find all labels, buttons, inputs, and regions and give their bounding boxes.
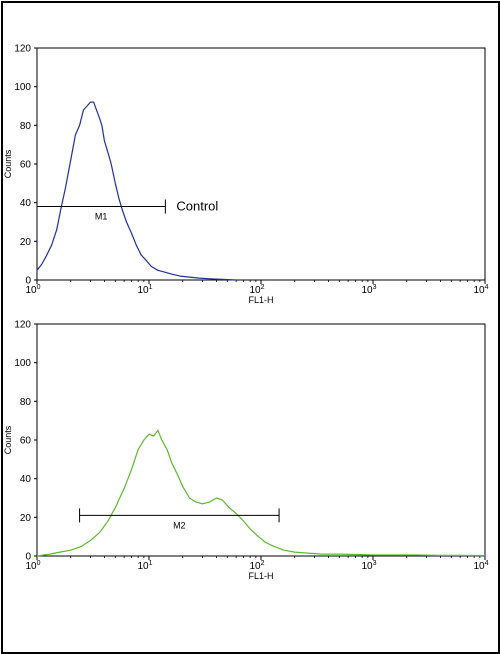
x-tick-label: 100: [25, 560, 40, 572]
x-tick-label: 102: [249, 284, 264, 296]
y-tick-label: 40: [20, 474, 32, 485]
control-annotation: Control: [176, 199, 218, 214]
histogram-panel-2: 0 20 40 60 80 100 120 Counts 100 101 102 103 104 FL1-…: [3, 320, 489, 582]
y-tick-label: 100: [14, 358, 31, 369]
histogram-panel-1: 0 20 40 60 80 100 120 Counts 100 101 102 103 104 FL1-…: [3, 44, 489, 306]
y-tick-label: 100: [14, 82, 31, 93]
y-tick-label: 80: [20, 397, 32, 408]
x-tick-label: 104: [473, 284, 488, 296]
y-tick-label: 20: [20, 237, 32, 248]
y-axis-label: Counts: [3, 149, 13, 178]
x-tick-label: 101: [137, 560, 152, 572]
y-tick-label: 120: [14, 320, 31, 331]
x-tick-label: 100: [25, 284, 40, 296]
y-tick-label: 80: [20, 121, 32, 132]
y-tick-label: 0: [25, 552, 31, 563]
y-tick-label: 60: [20, 436, 32, 447]
x-tick-label: 101: [137, 284, 152, 296]
x-tick-label: 104: [473, 560, 488, 572]
y-tick-label: 20: [20, 513, 32, 524]
x-tick-label: 102: [249, 560, 264, 572]
y-tick-label: 0: [25, 276, 31, 287]
y-axis-label: Counts: [3, 425, 13, 454]
y-tick-label: 60: [20, 160, 32, 171]
histogram-line: [36, 429, 486, 557]
plot-area: [36, 47, 486, 281]
x-tick-label: 103: [361, 560, 376, 572]
x-axis-label: FL1-H: [248, 571, 273, 581]
y-tick-label: 40: [20, 198, 32, 209]
gate-label: M1: [95, 212, 108, 222]
x-axis-label: FL1-H: [248, 295, 273, 305]
histogram-line: [36, 101, 237, 281]
gate-label: M2: [173, 520, 186, 530]
x-tick-label: 103: [361, 284, 376, 296]
y-tick-label: 120: [14, 44, 31, 55]
plot-area: [36, 323, 486, 557]
